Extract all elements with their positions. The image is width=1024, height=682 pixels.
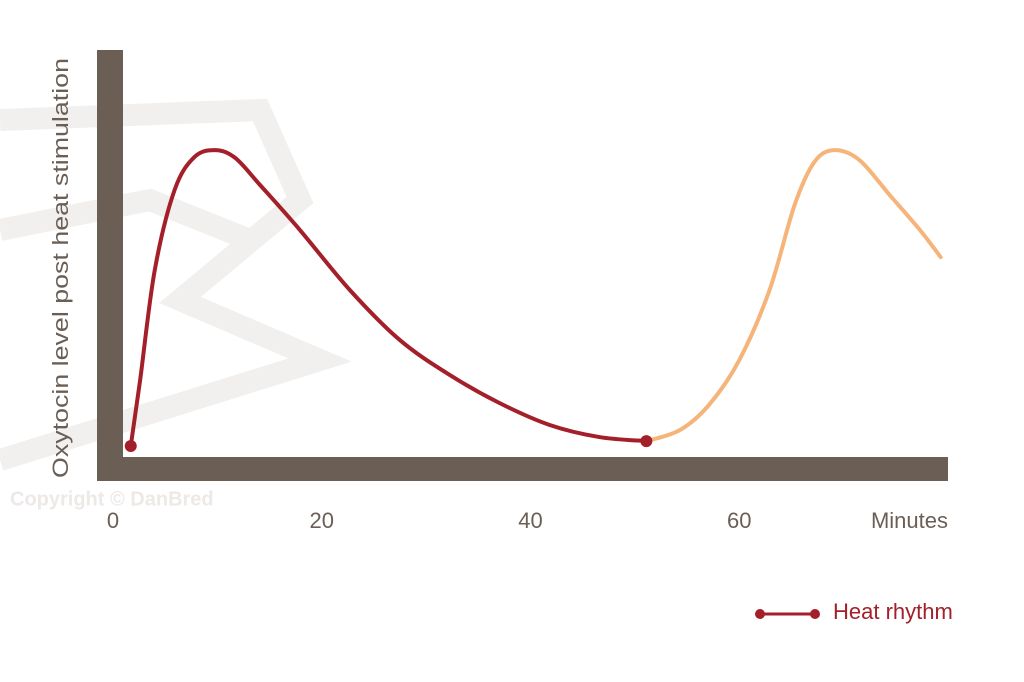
point-marker <box>640 435 653 448</box>
y-axis-label: Oxytocin level post heat stimulation <box>48 58 73 478</box>
point-marker <box>124 440 137 453</box>
x-tick-label: 20 <box>310 508 334 533</box>
watermark-shape <box>0 98 352 471</box>
x-axis-label: Minutes <box>871 508 948 533</box>
legend-swatch-dot <box>810 609 820 619</box>
watermark: Copyright © DanBred <box>10 488 214 510</box>
x-axis-bar <box>97 457 948 481</box>
line <box>644 148 943 444</box>
y-axis-bar <box>97 50 123 481</box>
line <box>128 148 649 449</box>
x-tick-label: 60 <box>727 508 751 533</box>
x-tick-label: 40 <box>518 508 542 533</box>
legend-label: Heat rhythm <box>833 599 953 624</box>
legend-swatch-dot <box>755 609 765 619</box>
x-tick-label: 0 <box>107 508 119 533</box>
